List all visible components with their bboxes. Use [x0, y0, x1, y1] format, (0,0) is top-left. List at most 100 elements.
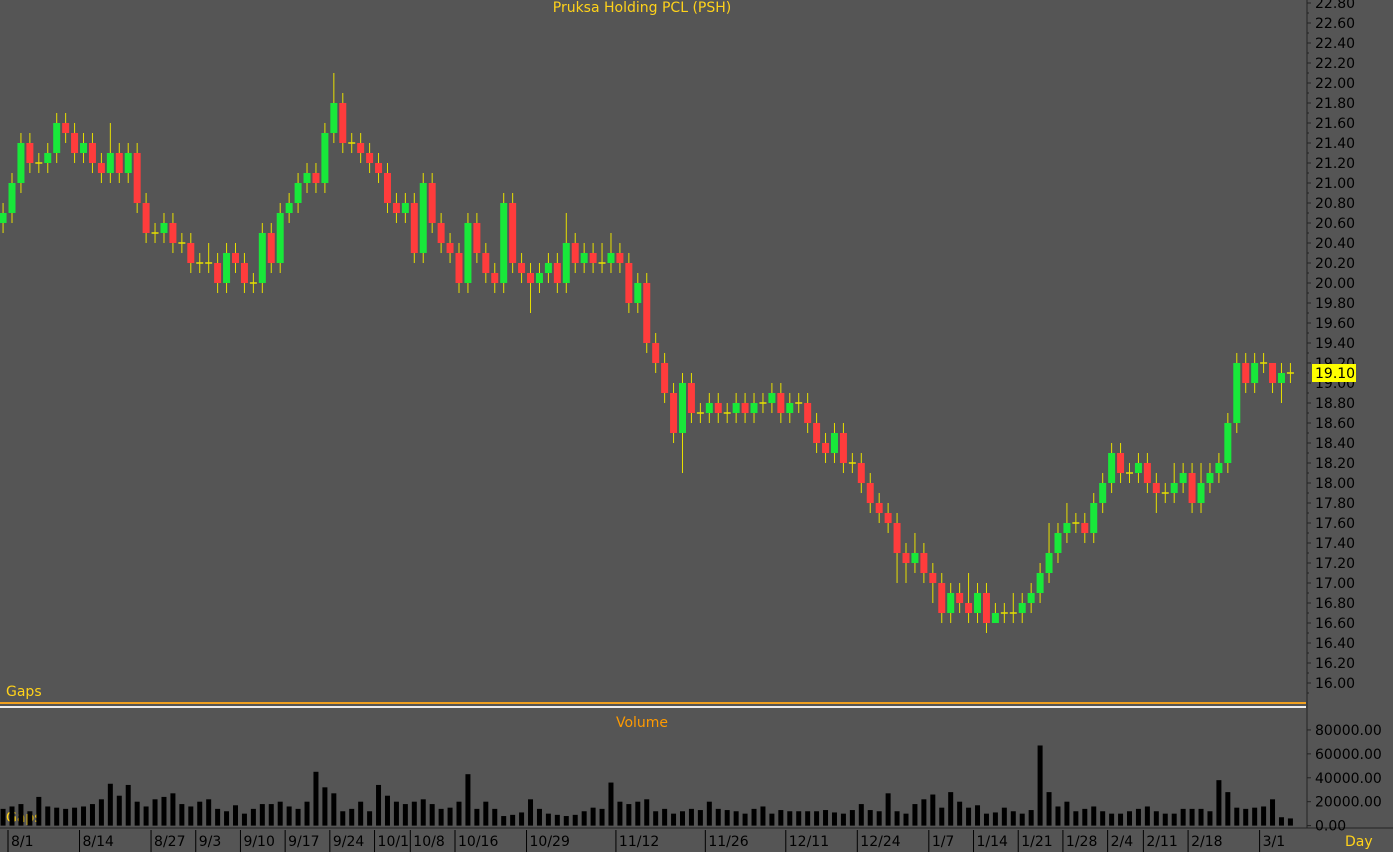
candle-body: [142, 203, 150, 233]
volume-bar: [1001, 807, 1007, 826]
volume-bar: [116, 795, 122, 826]
volume-bar: [1278, 817, 1284, 826]
volume-bar: [948, 792, 954, 826]
volume-bar: [510, 814, 516, 826]
y-tick-label: 19.80: [1315, 296, 1355, 312]
candle-body: [1108, 453, 1116, 483]
volume-bar: [63, 808, 69, 826]
volume-bar: [313, 771, 319, 826]
volume-bar: [805, 811, 811, 826]
candle-body: [714, 403, 722, 413]
y2-tick-label: 60000.00: [1315, 747, 1382, 763]
candle-body: [115, 153, 123, 173]
candle-body: [1099, 483, 1107, 503]
volume-bar: [688, 808, 694, 826]
x-tick-label: 9/17: [288, 834, 319, 850]
gaps-label: Gaps: [6, 810, 42, 826]
x-tick-label: 3/1: [1263, 834, 1286, 850]
volume-bar: [528, 799, 534, 826]
candle-body: [938, 583, 946, 613]
volume-bar: [259, 804, 265, 826]
volume-bar: [322, 787, 328, 826]
volume-bar: [635, 801, 641, 826]
candle-body: [920, 553, 928, 573]
volume-bar: [206, 799, 212, 826]
volume-bar: [402, 804, 408, 826]
x-tick-label: 8/14: [83, 834, 115, 850]
candle-body: [1117, 453, 1125, 473]
volume-bar: [992, 812, 998, 826]
volume-bar: [98, 799, 104, 826]
volume-bar: [1046, 792, 1052, 826]
candle-body: [750, 403, 758, 413]
candle-body: [652, 343, 660, 363]
candle-body: [580, 253, 588, 263]
y-tick-label: 20.80: [1315, 196, 1355, 212]
volume-bar: [742, 813, 748, 826]
candle-body: [786, 403, 794, 413]
x-tick-label: 10/1: [378, 834, 409, 850]
volume-bar: [483, 801, 489, 826]
y-tick-label: 16.60: [1315, 616, 1355, 632]
candle-body: [44, 153, 52, 163]
volume-bar: [626, 804, 632, 826]
volume-bar: [36, 796, 42, 826]
volume-bar: [563, 816, 569, 826]
candle-body: [544, 263, 552, 273]
y-tick-label: 18.60: [1315, 416, 1355, 432]
y-tick-label: 22.80: [1315, 0, 1355, 12]
candle-body: [410, 203, 418, 253]
candle-body: [187, 243, 195, 263]
candle-body: [17, 143, 25, 183]
y-tick-label: 18.00: [1315, 476, 1355, 492]
y-tick-label: 22.00: [1315, 76, 1355, 92]
volume-bar: [250, 808, 256, 826]
volume-bar: [45, 806, 51, 826]
candle-body: [670, 393, 678, 433]
volume-bar: [536, 808, 542, 826]
candle-body: [240, 263, 248, 283]
candle-body: [1143, 463, 1151, 483]
volume-bar: [304, 801, 310, 826]
x-tick-label: 9/3: [199, 834, 222, 850]
volume-bar: [438, 808, 444, 826]
volume-bar: [930, 794, 936, 826]
candle-body: [97, 163, 105, 173]
candle-body: [160, 223, 168, 233]
candle-body: [276, 213, 284, 263]
candle-body: [258, 233, 266, 283]
y-tick-label: 20.60: [1315, 216, 1355, 232]
candle-body: [88, 143, 96, 163]
chart-title: Pruksa Holding PCL (PSH): [553, 0, 731, 16]
candle-body: [464, 223, 472, 283]
candle-body: [813, 423, 821, 443]
candle-body: [965, 603, 973, 613]
volume-bar: [599, 808, 605, 826]
volume-bar: [170, 793, 176, 826]
y-tick-label: 17.20: [1315, 556, 1355, 572]
y-tick-label: 18.80: [1315, 396, 1355, 412]
volume-bar: [912, 804, 918, 826]
volume-bar: [331, 793, 337, 826]
candle-body: [267, 233, 275, 263]
candle-body: [1018, 603, 1026, 613]
candle-body: [428, 183, 436, 223]
volume-bar: [715, 808, 721, 826]
y-tick-label: 21.60: [1315, 116, 1355, 132]
y-tick-label: 18.20: [1315, 456, 1355, 472]
volume-bar: [1162, 813, 1168, 826]
volume-bar: [349, 808, 355, 826]
volume-bar: [340, 811, 346, 826]
volume-bar: [1252, 807, 1258, 826]
volume-bar: [519, 812, 525, 826]
candle-body: [1277, 373, 1285, 383]
period-label: Day: [1345, 834, 1373, 850]
volume-bar: [814, 811, 820, 826]
candle-body: [687, 383, 695, 413]
candle-body: [1090, 503, 1098, 533]
volume-bar: [1109, 813, 1115, 826]
candle-body: [419, 183, 427, 253]
candle-body: [1036, 573, 1044, 593]
candle-body: [902, 553, 910, 563]
